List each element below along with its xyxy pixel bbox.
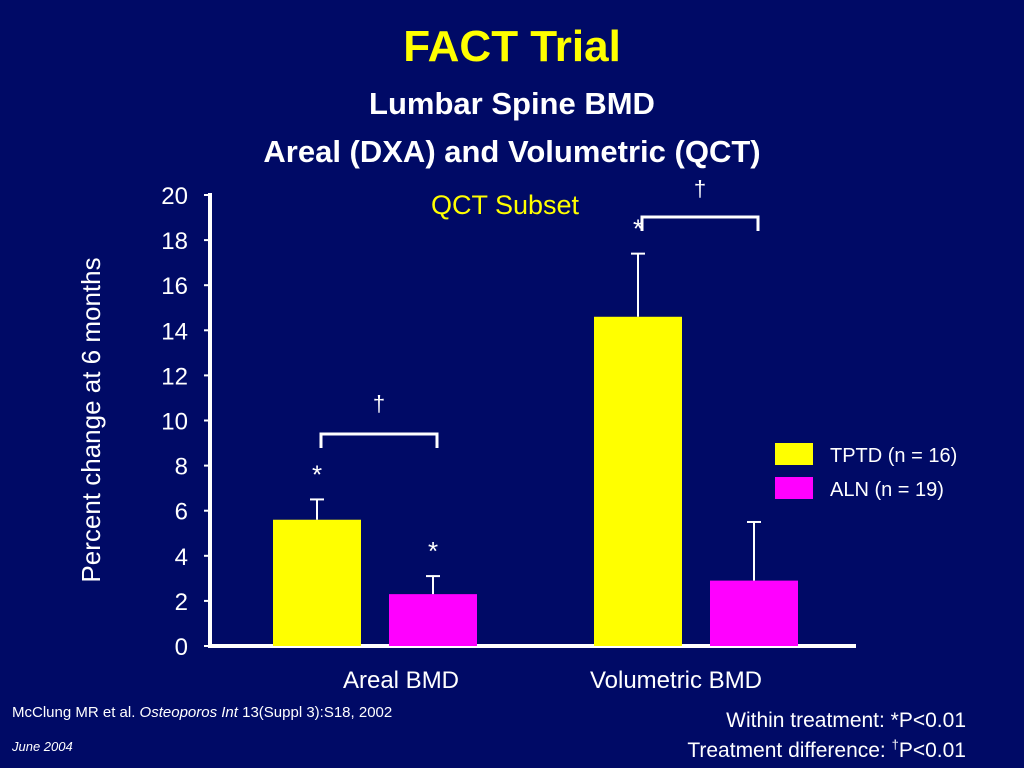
- legend-label-aln: ALN (n = 19): [830, 479, 944, 501]
- y-tick-label: 0: [175, 634, 188, 661]
- x-tick-label: Volumetric BMD: [590, 667, 762, 694]
- y-tick-label: 18: [161, 228, 188, 255]
- citation-journal: Osteoporos Int: [139, 704, 238, 721]
- comparison-dagger: †: [373, 391, 385, 416]
- note-difference-prefix: Treatment difference:: [687, 739, 892, 762]
- significance-asterisk: *: [312, 459, 322, 489]
- bar-tptd-1: [594, 316, 682, 646]
- y-tick-label: 8: [175, 454, 188, 481]
- y-tick-label: 10: [161, 409, 188, 436]
- slide-date: June 2004: [12, 739, 73, 754]
- chart-annotation: QCT Subset: [431, 190, 580, 220]
- y-axis-title: Percent change at 6 months: [76, 257, 106, 582]
- dagger-symbol: †: [891, 737, 899, 752]
- comparison-bracket: [640, 215, 760, 231]
- y-tick-label: 2: [175, 589, 188, 616]
- citation-reference: 13(Suppl 3):S18, 2002: [242, 704, 393, 721]
- note-difference-value: P<0.01: [898, 739, 966, 762]
- y-tick-label: 14: [161, 318, 188, 345]
- comparison-bracket: [319, 432, 439, 448]
- slide-subtitle-1: Lumbar Spine BMD: [369, 86, 655, 121]
- x-tick-label: Areal BMD: [343, 667, 459, 694]
- bar-tptd-0: [273, 519, 361, 646]
- significance-asterisk: *: [428, 536, 438, 566]
- bar-aln-1: [710, 580, 798, 646]
- citation-authors: McClung MR et al.: [12, 704, 136, 721]
- legend-swatch-tptd: [775, 443, 813, 465]
- chart-bars: [273, 252, 798, 646]
- significance-asterisk: *: [633, 214, 643, 244]
- citation: McClung MR et al. Osteoporos Int 13(Supp…: [12, 704, 392, 721]
- slide-subtitle-2: Areal (DXA) and Volumetric (QCT): [263, 134, 761, 169]
- legend-label-tptd: TPTD (n = 16): [830, 445, 957, 467]
- y-tick-label: 6: [175, 499, 188, 526]
- y-tick-label: 16: [161, 273, 188, 300]
- legend-swatch-aln: [775, 477, 813, 499]
- note-within-treatment: Within treatment: *P<0.01: [726, 709, 966, 732]
- y-tick-label: 20: [161, 183, 188, 210]
- note-treatment-difference: Treatment difference: †P<0.01: [687, 737, 966, 763]
- slide-title: FACT Trial: [403, 22, 621, 71]
- comparison-dagger: †: [694, 176, 706, 201]
- chart-legend: TPTD (n = 16) ALN (n = 19): [775, 443, 957, 501]
- bar-aln-0: [389, 594, 477, 646]
- y-tick-label: 4: [175, 544, 188, 571]
- y-tick-label: 12: [161, 363, 188, 390]
- chart-labels: QCT Subset Areal BMD Volumetric BMD * * * † †: [312, 176, 762, 694]
